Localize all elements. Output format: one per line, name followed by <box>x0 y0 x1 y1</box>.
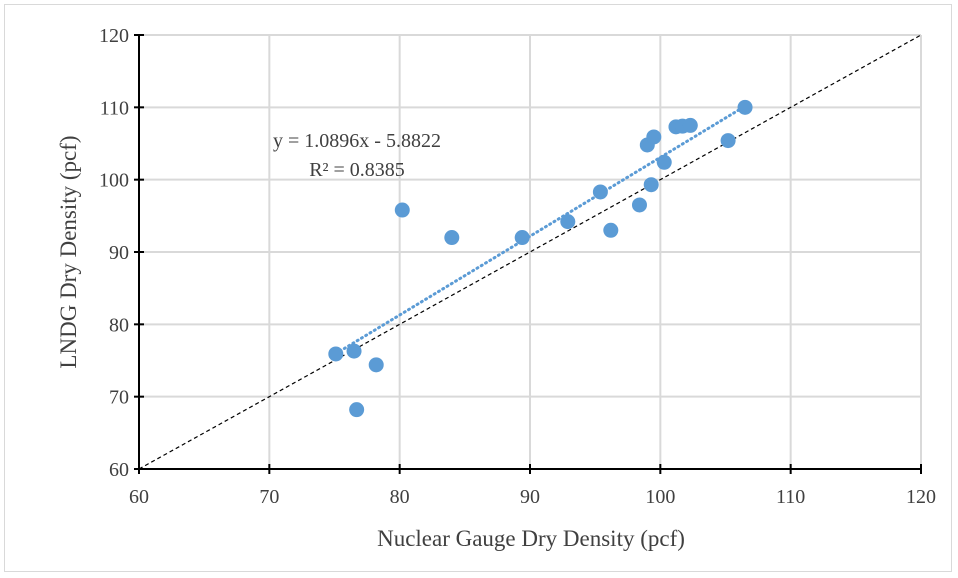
data-point <box>643 177 659 193</box>
data-point <box>514 230 530 246</box>
y-axis-title: LNDG Dry Density (pcf) <box>56 135 81 368</box>
data-point <box>682 117 698 133</box>
data-point <box>646 129 662 145</box>
y-tick-label: 100 <box>99 170 129 192</box>
y-tick-label: 120 <box>99 25 129 47</box>
axes: 60 70 80 90 100 110 120 60 70 80 90 100 110 120 <box>99 25 936 508</box>
x-tick-label: 100 <box>645 486 675 508</box>
y-tick-label: 110 <box>100 97 129 119</box>
chart-frame <box>4 4 952 572</box>
linear-trendline <box>334 104 747 356</box>
data-point <box>349 402 365 418</box>
x-tick-label: 60 <box>129 486 149 508</box>
data-point <box>560 214 576 230</box>
data-point <box>444 230 460 246</box>
reference-line-layer <box>138 34 922 470</box>
data-point <box>631 197 647 213</box>
trendline-r-squared: R² = 0.8385 <box>309 159 405 181</box>
data-point <box>603 222 619 238</box>
x-tick-label: 120 <box>906 486 936 508</box>
y-tick-label: 90 <box>109 242 129 264</box>
x-tick-label: 90 <box>520 486 540 508</box>
x-tick-label: 110 <box>776 486 805 508</box>
y-tick-label: 60 <box>109 459 129 481</box>
data-point <box>394 202 410 218</box>
data-points <box>328 99 753 418</box>
trendline-equation: y = 1.0896x - 5.8822 <box>273 130 441 152</box>
data-point <box>656 154 672 170</box>
data-point <box>720 133 736 149</box>
data-point <box>737 99 753 115</box>
data-point <box>346 343 362 359</box>
trendline-layer <box>334 104 747 356</box>
x-tick-label: 70 <box>259 486 279 508</box>
y-tick-label: 80 <box>109 314 129 336</box>
one-to-one-reference-line <box>138 34 922 470</box>
data-point <box>368 357 384 373</box>
x-axis-title: Nuclear Gauge Dry Density (pcf) <box>377 526 685 551</box>
x-tick-label: 80 <box>390 486 410 508</box>
data-point <box>592 184 608 200</box>
y-tick-label: 70 <box>109 387 129 409</box>
data-point <box>328 346 344 362</box>
labels: Nuclear Gauge Dry Density (pcf) LNDG Dry… <box>56 130 685 551</box>
